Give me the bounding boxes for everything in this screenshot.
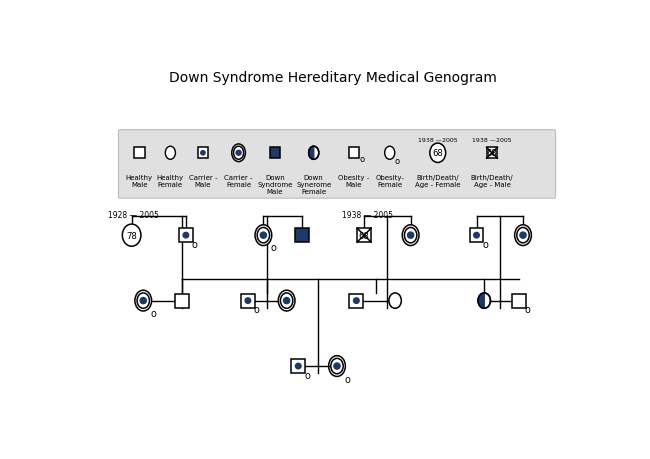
Ellipse shape [389,293,401,308]
Ellipse shape [165,147,176,160]
Text: o: o [525,304,530,314]
Circle shape [140,298,146,304]
Ellipse shape [385,147,395,160]
Bar [469,229,484,242]
Text: Healthy
Female: Healthy Female [157,174,184,187]
Polygon shape [478,293,484,308]
Text: Down Syndrome Hereditary Medical Genogram: Down Syndrome Hereditary Medical Genogra… [169,70,497,84]
Circle shape [334,363,340,369]
Ellipse shape [478,293,491,308]
FancyBboxPatch shape [118,130,556,199]
Ellipse shape [331,358,343,374]
Text: o: o [482,239,488,249]
Text: Healthy
Male: Healthy Male [126,174,153,187]
Circle shape [245,298,251,304]
Bar [291,359,305,373]
Ellipse shape [402,225,419,246]
Text: o: o [254,304,259,314]
Text: o: o [270,242,276,252]
Text: 1938 — 2005: 1938 — 2005 [343,210,393,219]
Ellipse shape [280,293,292,308]
Ellipse shape [232,145,246,162]
Circle shape [260,233,266,239]
Ellipse shape [257,228,270,243]
Circle shape [201,151,205,156]
Ellipse shape [517,228,529,243]
Circle shape [474,233,479,238]
Bar [175,294,189,308]
Text: 68: 68 [359,231,369,240]
Ellipse shape [255,225,272,246]
Text: o: o [395,156,400,165]
Text: 1928 — 2005: 1928 — 2005 [109,210,159,219]
Bar [270,148,280,159]
Text: Down
Synerome
Female: Down Synerome Female [296,174,332,194]
Text: o: o [150,308,156,318]
Bar [134,148,145,159]
Ellipse shape [329,356,345,377]
Ellipse shape [515,225,531,246]
Circle shape [520,233,526,239]
Text: Birth/Death/
Age - Male: Birth/Death/ Age - Male [471,174,514,187]
Circle shape [354,298,359,304]
Text: o: o [305,370,311,381]
Circle shape [296,364,301,369]
Ellipse shape [137,293,150,308]
Text: Down
Syndrome
Male: Down Syndrome Male [257,174,292,194]
Text: Birth/Death/
Age - Female: Birth/Death/ Age - Female [415,174,460,187]
Ellipse shape [278,291,295,311]
Bar [357,229,371,242]
Text: 1938 —2005: 1938 —2005 [418,138,458,143]
Text: 78: 78 [126,231,137,240]
Bar [348,148,359,159]
Text: Obesity-
Female: Obesity- Female [375,174,404,187]
Ellipse shape [122,224,141,246]
Circle shape [183,233,188,238]
Bar [487,148,497,159]
Text: Obesity -
Male: Obesity - Male [339,174,370,187]
Circle shape [408,233,414,239]
Text: Carrier -
Female: Carrier - Female [224,174,253,187]
Bar [350,294,363,308]
Text: Carrier -
Male: Carrier - Male [188,174,217,187]
Text: 68: 68 [432,149,443,158]
Circle shape [283,298,290,304]
Ellipse shape [233,147,244,160]
Ellipse shape [309,147,318,160]
Text: o: o [344,374,350,384]
Bar [241,294,255,308]
Ellipse shape [404,228,417,243]
Text: 1938 —2005: 1938 —2005 [472,138,512,143]
Bar [512,294,526,308]
Text: o: o [359,155,365,164]
Polygon shape [309,147,314,160]
Bar [295,229,309,242]
Ellipse shape [430,144,446,163]
Ellipse shape [135,291,151,311]
Text: 68: 68 [487,149,497,158]
Bar [198,148,209,159]
Text: o: o [192,239,198,249]
Circle shape [236,151,241,156]
Bar [179,229,193,242]
